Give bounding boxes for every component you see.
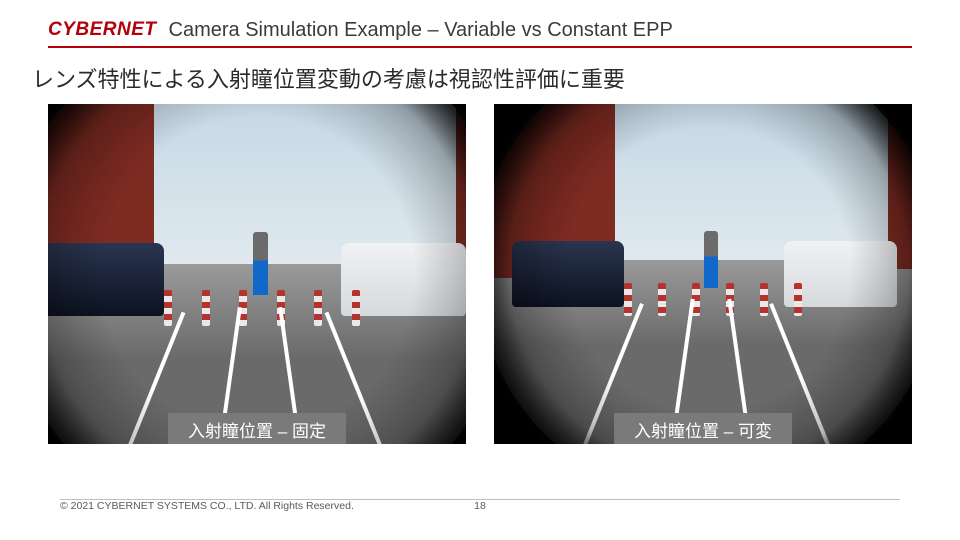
brand-logo: CYBERNET bbox=[48, 19, 157, 41]
bollard bbox=[760, 283, 768, 316]
scene-left bbox=[48, 104, 466, 444]
caption-variable: 入射瞳位置 – 可変 bbox=[614, 413, 792, 444]
comparison-panels: 入射瞳位置 – 固定 bbox=[48, 104, 912, 444]
bollard bbox=[202, 290, 210, 326]
bollard bbox=[794, 283, 802, 316]
bollard bbox=[164, 290, 172, 326]
slide-title: Camera Simulation Example – Variable vs … bbox=[169, 19, 673, 42]
bollard bbox=[658, 283, 666, 316]
subtitle: レンズ特性による入射瞳位置変動の考慮は視認性評価に重要 bbox=[32, 62, 625, 94]
page-number: 18 bbox=[474, 500, 486, 512]
slide: CYBERNET Camera Simulation Example – Var… bbox=[0, 0, 960, 540]
bollard bbox=[624, 283, 632, 316]
copyright-text: © 2021 CYBERNET SYSTEMS CO., LTD. All Ri… bbox=[60, 500, 354, 512]
header-rule bbox=[48, 46, 912, 48]
panel-variable-epp: 入射瞳位置 – 可変 bbox=[494, 104, 912, 444]
bollard bbox=[352, 290, 360, 326]
fisheye-view-left bbox=[48, 104, 466, 444]
caption-constant: 入射瞳位置 – 固定 bbox=[168, 413, 346, 444]
scene-right bbox=[494, 104, 912, 444]
car-left bbox=[48, 243, 164, 316]
header: CYBERNET Camera Simulation Example – Var… bbox=[48, 14, 912, 46]
fisheye-view-right bbox=[494, 104, 912, 444]
car-left bbox=[512, 241, 625, 307]
footer: © 2021 CYBERNET SYSTEMS CO., LTD. All Ri… bbox=[60, 500, 900, 520]
panel-constant-epp: 入射瞳位置 – 固定 bbox=[48, 104, 466, 444]
bollard bbox=[314, 290, 322, 326]
